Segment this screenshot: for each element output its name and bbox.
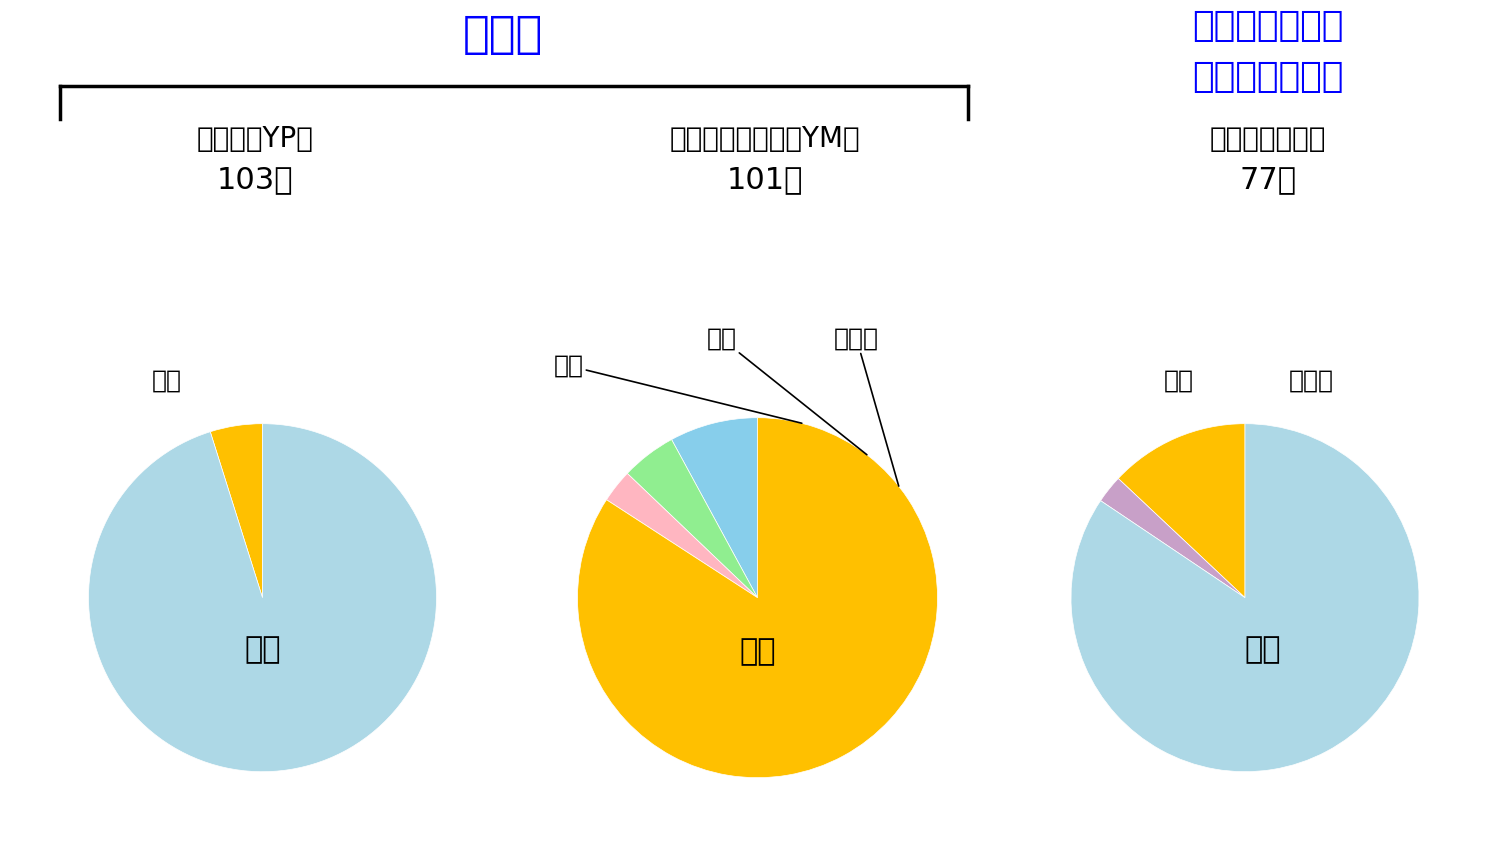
Text: 101人: 101人 (728, 165, 803, 194)
Text: 就職: 就職 (554, 353, 802, 423)
Wedge shape (88, 424, 436, 771)
Text: その他: その他 (1288, 368, 1334, 392)
Wedge shape (1119, 424, 1245, 598)
Text: 生命創薬科学科（YM）: 生命創薬科学科（YM） (669, 125, 861, 153)
Wedge shape (606, 473, 758, 598)
Wedge shape (578, 418, 938, 777)
Text: （薬科学専攻）: （薬科学専攻） (1209, 125, 1326, 153)
Text: その他: その他 (834, 327, 898, 486)
Text: 77人: 77人 (1239, 165, 1296, 194)
Text: 103人: 103人 (217, 165, 294, 194)
Text: 進学: 進学 (1164, 368, 1194, 392)
Text: 就職: 就職 (1244, 636, 1281, 665)
Wedge shape (1071, 424, 1419, 771)
Text: （薬学研究科）: （薬学研究科） (1192, 60, 1342, 95)
Wedge shape (1101, 478, 1245, 598)
Text: 就職: 就職 (244, 636, 280, 665)
Text: 進学: 進学 (152, 368, 182, 392)
Wedge shape (627, 439, 758, 598)
Text: 進学: 進学 (740, 637, 776, 666)
Text: 大学院修士課程: 大学院修士課程 (1192, 9, 1342, 43)
Text: 未定: 未定 (706, 327, 867, 455)
Wedge shape (210, 424, 262, 598)
Text: 薬学部: 薬学部 (462, 13, 543, 56)
Wedge shape (672, 418, 758, 598)
Text: 薬学科（YP）: 薬学科（YP） (196, 125, 314, 153)
